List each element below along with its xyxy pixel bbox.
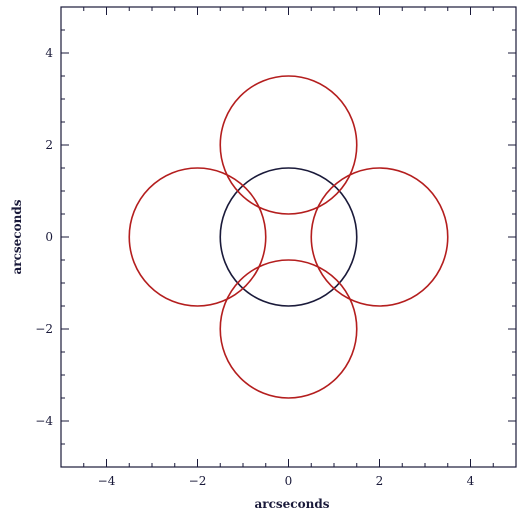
axis-ticks	[60, 6, 517, 468]
circle-mark	[219, 259, 358, 399]
y-tick-label: 0	[45, 230, 53, 244]
circle-mark	[219, 167, 358, 307]
x-tick-label: −2	[189, 474, 207, 488]
x-axis-label: arcseconds	[255, 497, 330, 511]
x-tick-label: 2	[376, 474, 384, 488]
x-tick-label: 0	[285, 474, 293, 488]
y-axis-label: arcseconds	[10, 199, 24, 274]
y-tick-labels: −4 −2 0 2 4	[35, 46, 53, 428]
plot-marks	[128, 75, 449, 399]
y-tick-label: −4	[35, 414, 53, 428]
y-tick-label: 2	[45, 138, 53, 152]
circle-mark	[128, 167, 267, 307]
x-tick-label: 4	[467, 474, 475, 488]
x-tick-label: −4	[98, 474, 116, 488]
y-tick-label: −2	[35, 322, 53, 336]
circle-mark	[310, 167, 449, 307]
y-tick-label: 4	[45, 46, 53, 60]
x-tick-labels: −4 −2 0 2 4	[98, 474, 475, 488]
circle-mark	[219, 75, 358, 215]
